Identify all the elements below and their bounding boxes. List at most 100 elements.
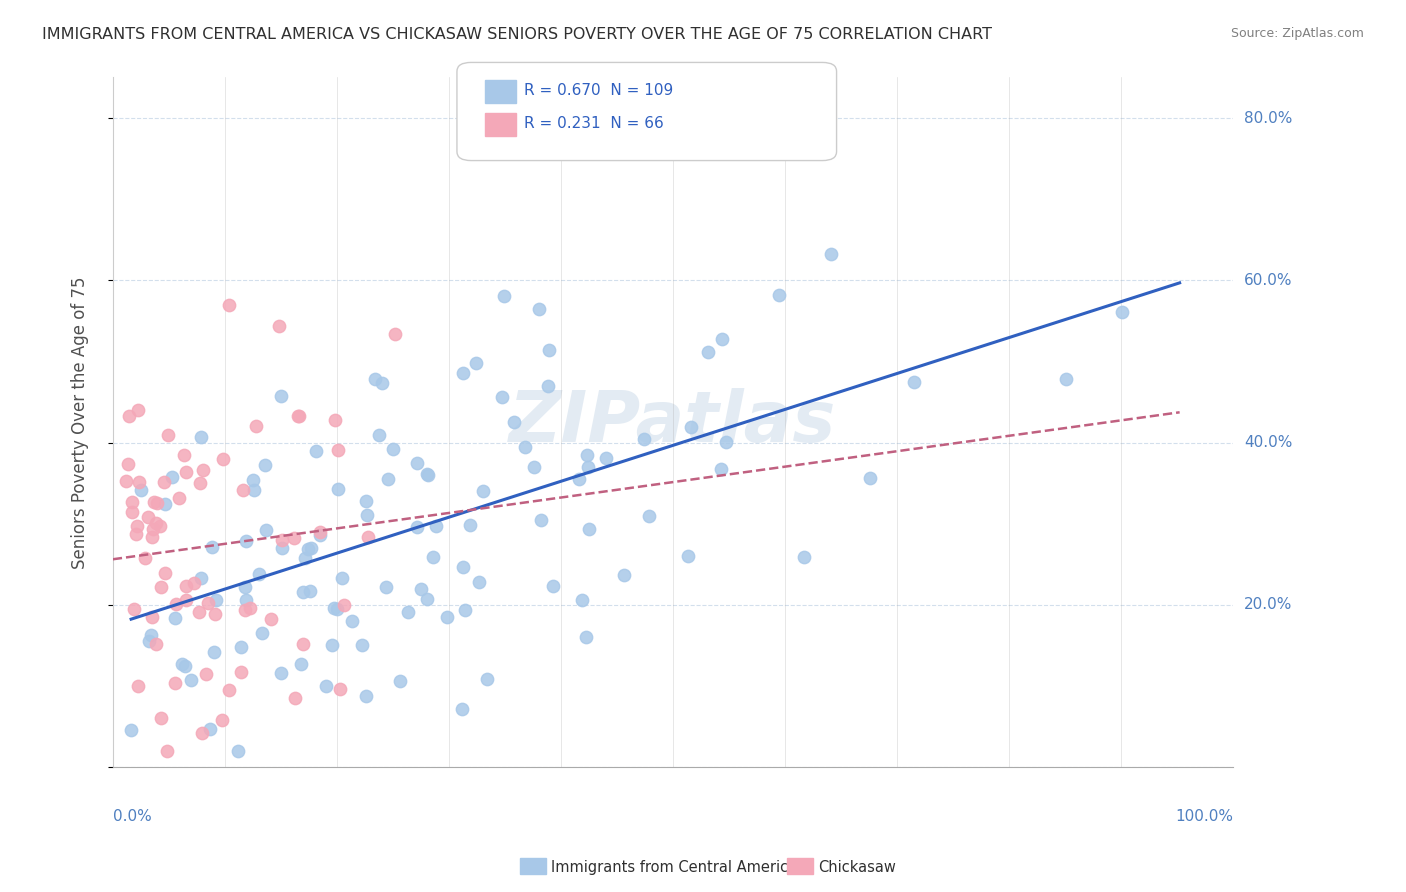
Point (183, 575, 205, 590)
Point (174, 579, 197, 593)
Point (190, 725, 212, 739)
Point (290, 657, 312, 672)
Point (218, 298, 240, 312)
Point (389, 674, 412, 689)
Point (212, 451, 235, 466)
Point (127, 403, 149, 417)
Point (174, 593, 197, 607)
Point (287, 409, 309, 424)
Point (198, 722, 221, 736)
Point (575, 630, 598, 644)
Point (1111, 305, 1133, 319)
Point (530, 513, 553, 527)
Point (245, 418, 267, 433)
Point (541, 579, 564, 593)
Point (205, 593, 228, 607)
Point (120, 723, 142, 737)
Point (676, 549, 699, 564)
Point (271, 541, 294, 555)
Point (165, 676, 187, 690)
Point (156, 744, 179, 758)
Point (129, 483, 152, 498)
Point (416, 467, 439, 482)
Point (190, 430, 212, 444)
Point (326, 443, 349, 458)
Point (125, 526, 148, 541)
Point (218, 683, 240, 698)
Point (149, 518, 172, 533)
Point (229, 640, 252, 655)
Point (367, 428, 389, 442)
Point (270, 665, 292, 680)
Point (513, 440, 536, 454)
Point (211, 713, 233, 727)
Point (143, 495, 166, 509)
Point (633, 432, 655, 446)
Point (174, 658, 197, 673)
Point (202, 645, 225, 659)
Point (537, 378, 560, 392)
Point (396, 605, 419, 619)
Point (114, 475, 136, 489)
Point (271, 533, 294, 547)
Point (315, 679, 337, 693)
Text: R = 0.670  N = 109: R = 0.670 N = 109 (524, 84, 673, 98)
Point (422, 550, 444, 565)
Point (270, 389, 292, 403)
Point (305, 444, 328, 458)
Point (138, 633, 160, 648)
Text: 100.0%: 100.0% (1175, 809, 1233, 823)
Point (491, 390, 513, 404)
Point (325, 602, 347, 616)
Point (226, 744, 249, 758)
Point (153, 475, 176, 489)
Point (294, 551, 316, 566)
Point (638, 509, 661, 524)
Point (172, 657, 194, 672)
Point (1054, 372, 1077, 386)
Point (492, 288, 515, 302)
Point (197, 596, 219, 610)
Point (406, 519, 429, 533)
Point (471, 484, 494, 499)
Point (903, 376, 925, 390)
Point (576, 459, 599, 474)
Point (468, 574, 491, 589)
Y-axis label: Seniors Poverty Over the Age of 75: Seniors Poverty Over the Age of 75 (72, 277, 89, 568)
Point (309, 525, 332, 540)
Point (356, 508, 378, 522)
Point (710, 462, 733, 476)
Point (475, 672, 498, 686)
Point (384, 327, 406, 342)
Point (595, 451, 617, 466)
Point (163, 611, 186, 625)
Text: 80.0%: 80.0% (1244, 111, 1292, 126)
Point (188, 476, 211, 491)
Point (124, 602, 146, 616)
Point (451, 560, 474, 574)
Point (326, 482, 349, 496)
Point (820, 247, 842, 261)
Point (464, 356, 486, 370)
Text: 40.0%: 40.0% (1244, 435, 1292, 450)
Point (235, 593, 257, 607)
Point (711, 332, 734, 346)
Point (188, 605, 211, 619)
Point (342, 614, 364, 628)
Point (454, 603, 477, 617)
Point (679, 136, 702, 150)
Point (127, 679, 149, 693)
Point (232, 483, 254, 497)
Point (613, 568, 636, 582)
Point (406, 456, 429, 470)
Point (173, 448, 195, 462)
Point (136, 509, 159, 524)
Point (527, 302, 550, 317)
Point (411, 582, 433, 596)
Point (716, 434, 738, 449)
Point (523, 459, 546, 474)
Point (333, 598, 356, 612)
Point (283, 531, 305, 545)
Point (571, 592, 593, 607)
Point (150, 580, 173, 594)
